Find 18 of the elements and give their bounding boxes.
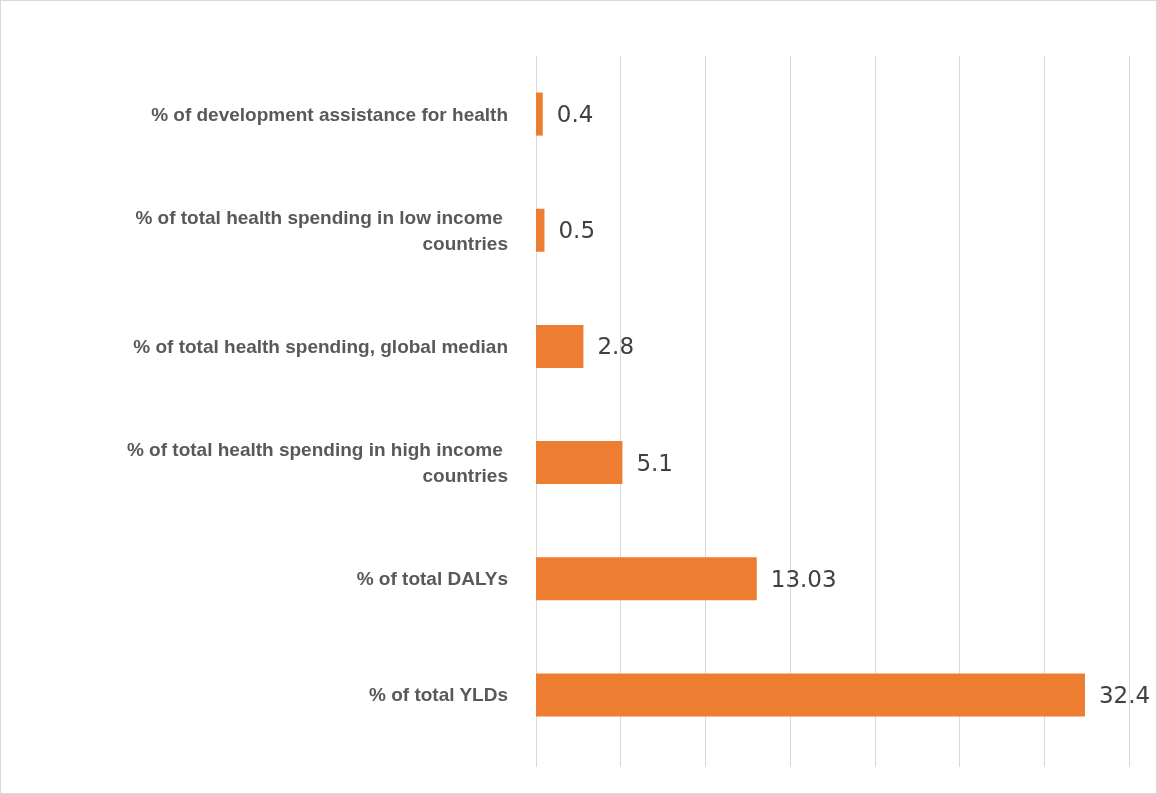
data-label: 0.5	[558, 217, 596, 244]
bar	[536, 441, 623, 485]
bar	[536, 92, 543, 136]
y-tick-label: % of total health spending in high income countries	[126, 439, 508, 487]
y-tick-label: % of total DALYs	[356, 568, 508, 590]
y-tick-label: % of total YLDs	[369, 684, 508, 706]
bar	[536, 208, 545, 252]
data-label: 13.03	[770, 565, 837, 592]
bar	[536, 324, 584, 368]
data-label: 32.4	[1098, 681, 1151, 708]
bar	[536, 557, 757, 601]
bar	[536, 673, 1085, 717]
data-label: 5.1	[636, 449, 673, 476]
data-label: 0.4	[556, 101, 594, 128]
y-tick-label: % of development assistance for health	[151, 103, 508, 125]
y-tick-label: % of total health spending in low income countries	[135, 206, 508, 254]
y-tick-label: % of total health spending, global median	[133, 335, 508, 357]
data-label: 2.8	[597, 333, 635, 360]
